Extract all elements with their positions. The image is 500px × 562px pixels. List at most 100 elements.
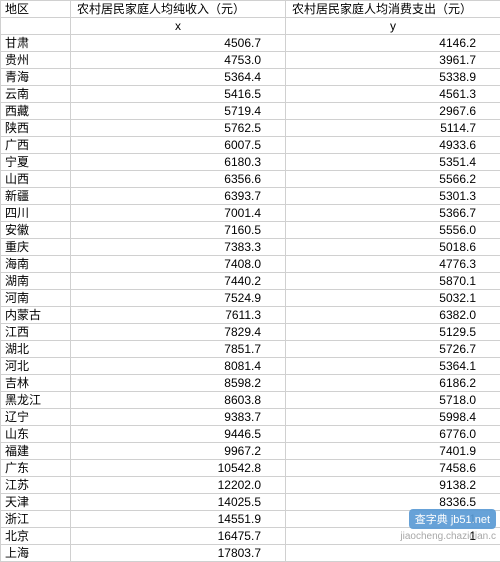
cell-expenditure: 1 (286, 511, 500, 528)
cell-expenditure (286, 545, 500, 562)
cell-expenditure: 5366.7 (286, 205, 500, 222)
cell-expenditure: 9138.2 (286, 477, 500, 494)
subheader-x: x (71, 18, 286, 35)
cell-expenditure: 5870.1 (286, 273, 500, 290)
cell-region: 辽宁 (1, 409, 71, 426)
cell-income: 7524.9 (71, 290, 286, 307)
table-row: 陕西5762.55114.7 (1, 120, 500, 137)
table-row: 福建9967.27401.9 (1, 443, 500, 460)
cell-region: 内蒙古 (1, 307, 71, 324)
cell-expenditure: 5364.1 (286, 358, 500, 375)
table-row: 辽宁9383.75998.4 (1, 409, 500, 426)
cell-expenditure: 6382.0 (286, 307, 500, 324)
cell-income: 7440.2 (71, 273, 286, 290)
cell-income: 7829.4 (71, 324, 286, 341)
cell-expenditure: 5718.0 (286, 392, 500, 409)
cell-income: 7160.5 (71, 222, 286, 239)
cell-income: 5416.5 (71, 86, 286, 103)
cell-region: 云南 (1, 86, 71, 103)
cell-income: 4753.0 (71, 52, 286, 69)
cell-income: 7611.3 (71, 307, 286, 324)
cell-income: 8603.8 (71, 392, 286, 409)
cell-expenditure: 1 (286, 528, 500, 545)
table-row: 西藏5719.42967.6 (1, 103, 500, 120)
table-row: 江西7829.45129.5 (1, 324, 500, 341)
cell-expenditure: 5556.0 (286, 222, 500, 239)
cell-region: 山西 (1, 171, 71, 188)
cell-region: 上海 (1, 545, 71, 562)
cell-region: 江西 (1, 324, 71, 341)
cell-region: 宁夏 (1, 154, 71, 171)
cell-income: 6180.3 (71, 154, 286, 171)
cell-region: 福建 (1, 443, 71, 460)
cell-income: 10542.8 (71, 460, 286, 477)
cell-region: 湖南 (1, 273, 71, 290)
table-row: 广东10542.87458.6 (1, 460, 500, 477)
cell-expenditure: 4776.3 (286, 256, 500, 273)
cell-income: 7408.0 (71, 256, 286, 273)
table-row: 江苏12202.09138.2 (1, 477, 500, 494)
table-row: 云南5416.54561.3 (1, 86, 500, 103)
subheader-region-blank (1, 18, 71, 35)
cell-income: 5719.4 (71, 103, 286, 120)
cell-income: 7383.3 (71, 239, 286, 256)
table-row: 安徽7160.55556.0 (1, 222, 500, 239)
table-row: 湖南7440.25870.1 (1, 273, 500, 290)
cell-income: 17803.7 (71, 545, 286, 562)
table-subheader-row: x y (1, 18, 500, 35)
table-body: 甘肃4506.74146.2贵州4753.03961.7青海5364.45338… (1, 35, 500, 562)
cell-region: 新疆 (1, 188, 71, 205)
cell-income: 9967.2 (71, 443, 286, 460)
table-row: 甘肃4506.74146.2 (1, 35, 500, 52)
table-row: 吉林8598.26186.2 (1, 375, 500, 392)
cell-expenditure: 5338.9 (286, 69, 500, 86)
table-row: 湖北7851.75726.7 (1, 341, 500, 358)
cell-region: 天津 (1, 494, 71, 511)
cell-expenditure: 2967.6 (286, 103, 500, 120)
table-row: 天津14025.58336.5 (1, 494, 500, 511)
cell-expenditure: 5032.1 (286, 290, 500, 307)
subheader-y: y (286, 18, 500, 35)
cell-income: 8081.4 (71, 358, 286, 375)
cell-region: 广东 (1, 460, 71, 477)
cell-expenditure: 6186.2 (286, 375, 500, 392)
cell-income: 7851.7 (71, 341, 286, 358)
col-header-expenditure: 农村居民家庭人均消费支出（元） (286, 1, 500, 18)
cell-region: 黑龙江 (1, 392, 71, 409)
table-row: 河南7524.95032.1 (1, 290, 500, 307)
table-row: 重庆7383.35018.6 (1, 239, 500, 256)
cell-region: 安徽 (1, 222, 71, 239)
cell-expenditure: 7401.9 (286, 443, 500, 460)
cell-income: 7001.4 (71, 205, 286, 222)
table-row: 山西6356.65566.2 (1, 171, 500, 188)
table-row: 黑龙江8603.85718.0 (1, 392, 500, 409)
table-row: 新疆6393.75301.3 (1, 188, 500, 205)
cell-expenditure: 5301.3 (286, 188, 500, 205)
cell-expenditure: 5566.2 (286, 171, 500, 188)
cell-region: 青海 (1, 69, 71, 86)
cell-region: 吉林 (1, 375, 71, 392)
cell-expenditure: 7458.6 (286, 460, 500, 477)
cell-expenditure: 5351.4 (286, 154, 500, 171)
cell-expenditure: 6776.0 (286, 426, 500, 443)
cell-income: 14551.9 (71, 511, 286, 528)
table-row: 北京16475.71 (1, 528, 500, 545)
cell-expenditure: 4933.6 (286, 137, 500, 154)
cell-expenditure: 4561.3 (286, 86, 500, 103)
cell-income: 9446.5 (71, 426, 286, 443)
cell-income: 6007.5 (71, 137, 286, 154)
cell-region: 河北 (1, 358, 71, 375)
cell-expenditure: 4146.2 (286, 35, 500, 52)
cell-region: 河南 (1, 290, 71, 307)
cell-income: 6393.7 (71, 188, 286, 205)
cell-expenditure: 5114.7 (286, 120, 500, 137)
cell-income: 12202.0 (71, 477, 286, 494)
table-row: 贵州4753.03961.7 (1, 52, 500, 69)
table-row: 河北8081.45364.1 (1, 358, 500, 375)
cell-region: 西藏 (1, 103, 71, 120)
cell-income: 8598.2 (71, 375, 286, 392)
cell-expenditure: 5726.7 (286, 341, 500, 358)
cell-region: 海南 (1, 256, 71, 273)
cell-income: 16475.7 (71, 528, 286, 545)
cell-region: 重庆 (1, 239, 71, 256)
